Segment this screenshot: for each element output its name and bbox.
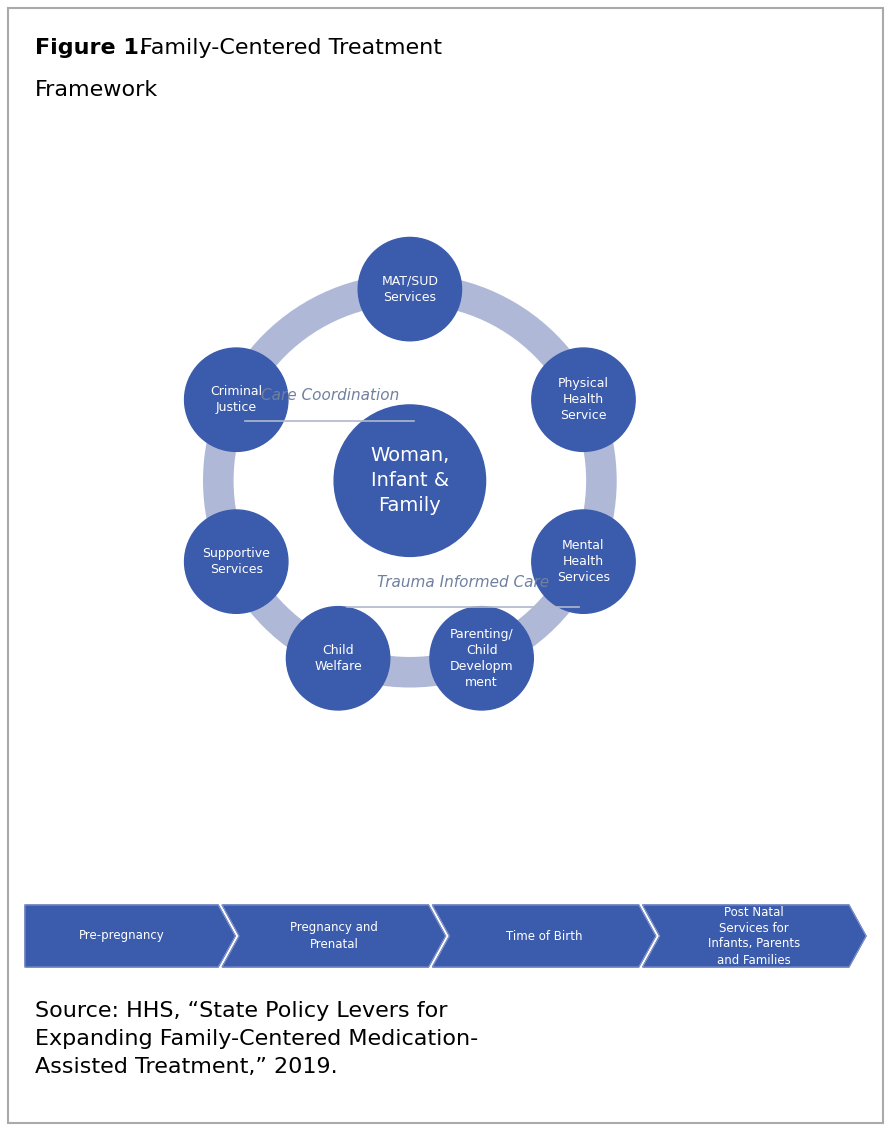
Circle shape: [334, 405, 486, 556]
Text: Framework: Framework: [35, 80, 159, 100]
Polygon shape: [222, 905, 446, 967]
Text: Source: HHS, “State Policy Levers for
Expanding Family-Centered Medication-
Assi: Source: HHS, “State Policy Levers for Ex…: [35, 1001, 478, 1077]
Text: Pregnancy and
Prenatal: Pregnancy and Prenatal: [290, 922, 378, 950]
Polygon shape: [642, 905, 866, 967]
Circle shape: [532, 510, 635, 613]
Text: Mental
Health
Services: Mental Health Services: [557, 539, 610, 584]
Text: Supportive
Services: Supportive Services: [202, 547, 270, 576]
Text: Pre-pregnancy: Pre-pregnancy: [78, 930, 165, 942]
Text: Child
Welfare: Child Welfare: [315, 644, 362, 673]
Text: Parenting/
Child
Developm
ment: Parenting/ Child Developm ment: [450, 628, 513, 689]
Text: MAT/SUD
Services: MAT/SUD Services: [381, 275, 438, 303]
Text: Family-Centered Treatment: Family-Centered Treatment: [140, 38, 442, 58]
Text: Woman,
Infant &
Family: Woman, Infant & Family: [371, 446, 449, 516]
Text: Care Coordination: Care Coordination: [260, 388, 399, 404]
Polygon shape: [432, 905, 656, 967]
Text: Post Natal
Services for
Infants, Parents
and Families: Post Natal Services for Infants, Parents…: [708, 906, 800, 967]
Circle shape: [430, 606, 534, 710]
Circle shape: [286, 606, 389, 710]
Circle shape: [184, 510, 288, 613]
Circle shape: [184, 348, 288, 451]
Text: Figure 1.: Figure 1.: [35, 38, 147, 58]
Text: Criminal
Justice: Criminal Justice: [210, 386, 262, 414]
Text: Trauma Informed Care: Trauma Informed Care: [377, 575, 550, 590]
Circle shape: [532, 348, 635, 451]
Polygon shape: [25, 905, 235, 967]
Text: Time of Birth: Time of Birth: [506, 930, 583, 942]
Text: Physical
Health
Service: Physical Health Service: [558, 378, 609, 422]
Circle shape: [358, 238, 462, 340]
